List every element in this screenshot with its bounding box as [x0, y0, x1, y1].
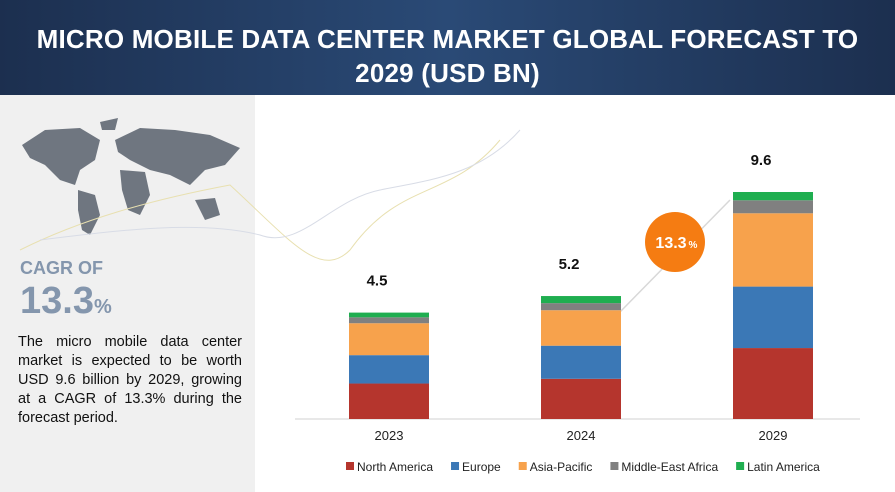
bar-segment — [733, 200, 813, 214]
bar-segment — [349, 317, 429, 324]
title: MICRO MOBILE DATA CENTER MARKET GLOBAL F… — [36, 24, 859, 88]
header: MICRO MOBILE DATA CENTER MARKET GLOBAL F… — [0, 0, 895, 95]
legend-label: Middle-East Africa — [621, 460, 718, 474]
legend-label: Latin America — [747, 460, 820, 474]
x-tick-label: 2023 — [375, 428, 404, 443]
total-label: 5.2 — [559, 256, 580, 273]
deco-line — [39, 129, 521, 241]
bar-segment — [733, 192, 813, 201]
bubble-unit: % — [689, 240, 698, 251]
total-label: 9.6 — [751, 152, 772, 169]
legend-swatch — [518, 462, 527, 470]
cagr-bubble — [645, 212, 705, 272]
cagr-unit: % — [93, 296, 112, 318]
bar-segment — [541, 310, 621, 346]
cagr-number: 13.3 — [20, 280, 94, 322]
legend-label: Asia-Pacific — [530, 460, 593, 474]
bar-segment — [541, 303, 621, 311]
bar-segment — [349, 355, 429, 384]
x-tick-label: 2029 — [759, 428, 788, 443]
bar-segment — [349, 323, 429, 356]
legend-label: North America — [357, 460, 433, 474]
bar-segment — [349, 383, 429, 419]
legend-swatch — [346, 462, 354, 470]
cagr-label: CAGR OF — [20, 258, 103, 278]
bar-segment — [541, 296, 621, 304]
deco-line — [19, 139, 501, 261]
legend-swatch — [610, 462, 619, 470]
world-map — [22, 118, 240, 235]
total-label: 4.5 — [367, 273, 388, 290]
bar-segment — [541, 378, 621, 419]
bubble-value: 13.3 — [655, 235, 686, 252]
legend-label: Europe — [462, 460, 501, 474]
cagr-value: 13.3% — [20, 280, 112, 323]
bar-segment — [733, 348, 813, 419]
description: The micro mobile data center market is e… — [18, 334, 242, 426]
x-tick-label: 2024 — [567, 428, 596, 443]
bar-segment — [733, 286, 813, 349]
bar-segment — [541, 345, 621, 379]
legend-swatch — [736, 462, 745, 470]
legend-swatch — [451, 462, 460, 470]
bar-segment — [733, 213, 813, 287]
bar-segment — [349, 312, 429, 318]
